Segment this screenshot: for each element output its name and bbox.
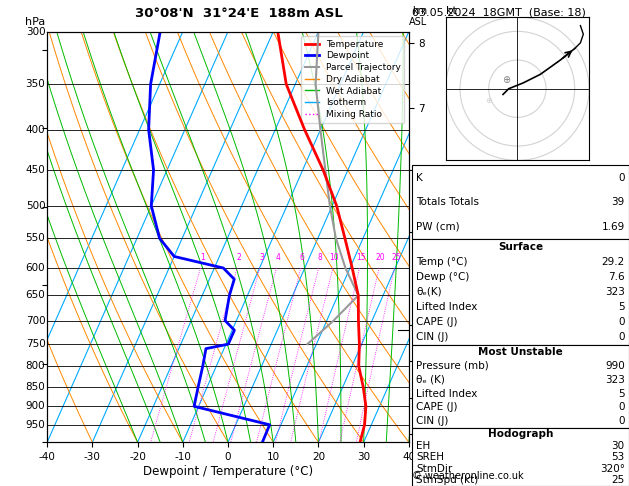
Bar bbox=[412, 165, 629, 239]
Text: LCL: LCL bbox=[413, 326, 429, 335]
Text: 6: 6 bbox=[300, 253, 304, 262]
Text: 30: 30 bbox=[611, 441, 625, 451]
Text: Lifted Index: Lifted Index bbox=[416, 388, 477, 399]
Text: 1.69: 1.69 bbox=[601, 222, 625, 232]
Legend: Temperature, Dewpoint, Parcel Trajectory, Dry Adiabat, Wet Adiabat, Isotherm, Mi: Temperature, Dewpoint, Parcel Trajectory… bbox=[301, 36, 404, 122]
Text: ⊕: ⊕ bbox=[485, 96, 492, 105]
Text: Dewp (°C): Dewp (°C) bbox=[416, 272, 470, 282]
Text: 15: 15 bbox=[356, 253, 365, 262]
Text: 3: 3 bbox=[259, 253, 264, 262]
Text: 500: 500 bbox=[26, 201, 45, 211]
Text: Surface: Surface bbox=[498, 242, 543, 252]
Text: kt: kt bbox=[446, 6, 457, 16]
Text: Lifted Index: Lifted Index bbox=[416, 302, 477, 312]
Text: 53: 53 bbox=[611, 452, 625, 462]
Text: 550: 550 bbox=[26, 233, 45, 243]
Text: K: K bbox=[416, 173, 423, 183]
Text: 2: 2 bbox=[237, 253, 241, 262]
Text: 800: 800 bbox=[26, 361, 45, 371]
Text: 323: 323 bbox=[605, 287, 625, 297]
Text: 39: 39 bbox=[611, 197, 625, 207]
Text: km
ASL: km ASL bbox=[409, 6, 427, 28]
Text: 0: 0 bbox=[618, 317, 625, 327]
Text: 0: 0 bbox=[618, 417, 625, 426]
Text: 850: 850 bbox=[26, 382, 45, 392]
Text: 400: 400 bbox=[26, 125, 45, 135]
Text: 700: 700 bbox=[26, 315, 45, 326]
Text: 03.05.2024  18GMT  (Base: 18): 03.05.2024 18GMT (Base: 18) bbox=[412, 7, 586, 17]
Text: CIN (J): CIN (J) bbox=[416, 417, 448, 426]
Text: ⊕: ⊕ bbox=[502, 75, 510, 85]
Text: 7.6: 7.6 bbox=[608, 272, 625, 282]
Text: 600: 600 bbox=[26, 263, 45, 273]
Text: EH: EH bbox=[416, 441, 431, 451]
Text: 650: 650 bbox=[26, 290, 45, 300]
Text: 750: 750 bbox=[26, 339, 45, 349]
Text: 29.2: 29.2 bbox=[601, 257, 625, 267]
Text: StmSpd (kt): StmSpd (kt) bbox=[416, 475, 479, 485]
Text: 4: 4 bbox=[276, 253, 281, 262]
Text: 1: 1 bbox=[200, 253, 204, 262]
Text: 5: 5 bbox=[618, 388, 625, 399]
Text: 10: 10 bbox=[330, 253, 339, 262]
Text: Temp (°C): Temp (°C) bbox=[416, 257, 468, 267]
Text: 25: 25 bbox=[611, 475, 625, 485]
Text: 350: 350 bbox=[26, 79, 45, 89]
Text: SREH: SREH bbox=[416, 452, 444, 462]
Text: 0: 0 bbox=[618, 332, 625, 342]
Text: CAPE (J): CAPE (J) bbox=[416, 317, 458, 327]
Text: Most Unstable: Most Unstable bbox=[478, 347, 563, 357]
Text: 900: 900 bbox=[26, 401, 45, 411]
Bar bbox=[412, 345, 629, 428]
Text: 450: 450 bbox=[26, 165, 45, 175]
Text: 30°08'N  31°24'E  188m ASL: 30°08'N 31°24'E 188m ASL bbox=[135, 7, 343, 20]
Text: StmDir: StmDir bbox=[416, 464, 453, 474]
Text: 990: 990 bbox=[605, 361, 625, 371]
Text: CAPE (J): CAPE (J) bbox=[416, 402, 458, 413]
Text: © weatheronline.co.uk: © weatheronline.co.uk bbox=[412, 471, 523, 481]
Text: 0: 0 bbox=[618, 173, 625, 183]
Text: Totals Totals: Totals Totals bbox=[416, 197, 479, 207]
X-axis label: Dewpoint / Temperature (°C): Dewpoint / Temperature (°C) bbox=[143, 465, 313, 478]
Text: θₑ(K): θₑ(K) bbox=[416, 287, 442, 297]
Bar bbox=[412, 239, 629, 345]
Text: 950: 950 bbox=[26, 420, 45, 430]
Text: PW (cm): PW (cm) bbox=[416, 222, 460, 232]
Text: 25: 25 bbox=[391, 253, 401, 262]
Text: 320°: 320° bbox=[599, 464, 625, 474]
Text: Hodograph: Hodograph bbox=[488, 429, 553, 439]
Bar bbox=[412, 428, 629, 486]
Text: 300: 300 bbox=[26, 27, 45, 36]
Text: CIN (J): CIN (J) bbox=[416, 332, 448, 342]
Text: 8: 8 bbox=[318, 253, 323, 262]
Text: 5: 5 bbox=[618, 302, 625, 312]
Text: 0: 0 bbox=[618, 402, 625, 413]
Text: 20: 20 bbox=[376, 253, 385, 262]
Text: Pressure (mb): Pressure (mb) bbox=[416, 361, 489, 371]
Text: Mixing Ratio (g/kg): Mixing Ratio (g/kg) bbox=[520, 197, 529, 277]
Text: θₑ (K): θₑ (K) bbox=[416, 375, 445, 384]
Text: hPa: hPa bbox=[25, 17, 46, 28]
Text: 323: 323 bbox=[605, 375, 625, 384]
